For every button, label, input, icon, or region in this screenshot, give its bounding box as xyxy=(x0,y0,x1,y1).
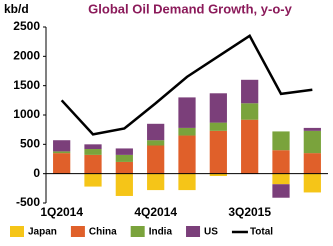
x-tick-label: 1Q2014 xyxy=(40,205,83,219)
total-line xyxy=(60,34,313,136)
y-tick-label: 0 xyxy=(33,166,40,180)
bar-segment xyxy=(53,140,71,152)
legend-label: India xyxy=(149,227,173,238)
bar-segment xyxy=(115,161,133,174)
legend-label: Japan xyxy=(28,227,57,238)
legend-label: China xyxy=(89,227,117,238)
bar-segment xyxy=(272,184,290,198)
legend-label: US xyxy=(204,227,218,238)
legend-swatch xyxy=(186,226,201,237)
bar-segment xyxy=(209,173,227,177)
bar-segment xyxy=(84,173,102,187)
bar-segment xyxy=(272,173,290,185)
bar-segment xyxy=(303,130,321,154)
bar-segment xyxy=(115,173,133,196)
bar-segment xyxy=(178,173,196,191)
bar-segment xyxy=(115,154,133,162)
bar-segment xyxy=(84,154,102,174)
legend-swatch xyxy=(130,226,145,237)
y-tick-label: -500 xyxy=(16,195,40,209)
x-tick-label: 3Q2015 xyxy=(228,205,271,219)
bar-segment xyxy=(241,79,259,104)
y-tick-label: 1500 xyxy=(13,78,40,92)
chart-title: Global Oil Demand Growth, y-o-y xyxy=(88,1,292,16)
bar-segment xyxy=(209,93,227,123)
bar-segment xyxy=(241,119,259,174)
bar-segment xyxy=(178,127,196,136)
y-axis-label: kb/d xyxy=(4,2,29,16)
bar-segment xyxy=(53,151,71,154)
x-tick-label: 4Q2014 xyxy=(134,205,177,219)
bar-segment xyxy=(303,173,321,193)
bar-segment xyxy=(209,122,227,131)
bar-segment xyxy=(272,150,290,174)
bar-segment xyxy=(115,148,133,155)
legend-swatch xyxy=(10,226,24,237)
bar-segment xyxy=(147,140,165,146)
bar-segment xyxy=(209,130,227,174)
bar-segment xyxy=(241,103,259,120)
y-tick-label: 500 xyxy=(20,137,40,151)
y-tick-label: 2500 xyxy=(13,19,40,33)
bar-segment xyxy=(147,123,165,141)
bar-segment xyxy=(53,153,71,174)
legend-swatch xyxy=(70,226,85,237)
bar-segment xyxy=(178,135,196,174)
bar-segment xyxy=(272,131,290,151)
bar-segment xyxy=(147,145,165,174)
bar-segment xyxy=(303,127,321,131)
bar-segment xyxy=(147,173,165,191)
legend-label: Total xyxy=(250,227,273,238)
chart: kb/d Global Oil Demand Growth, y-o-y -50… xyxy=(4,1,328,238)
bar-segment xyxy=(178,97,196,128)
y-tick-label: 1000 xyxy=(13,107,40,121)
y-tick-label: 2000 xyxy=(13,49,40,63)
bar-segment xyxy=(84,144,102,150)
bar-segment xyxy=(84,149,102,155)
bar-segment xyxy=(303,153,321,174)
